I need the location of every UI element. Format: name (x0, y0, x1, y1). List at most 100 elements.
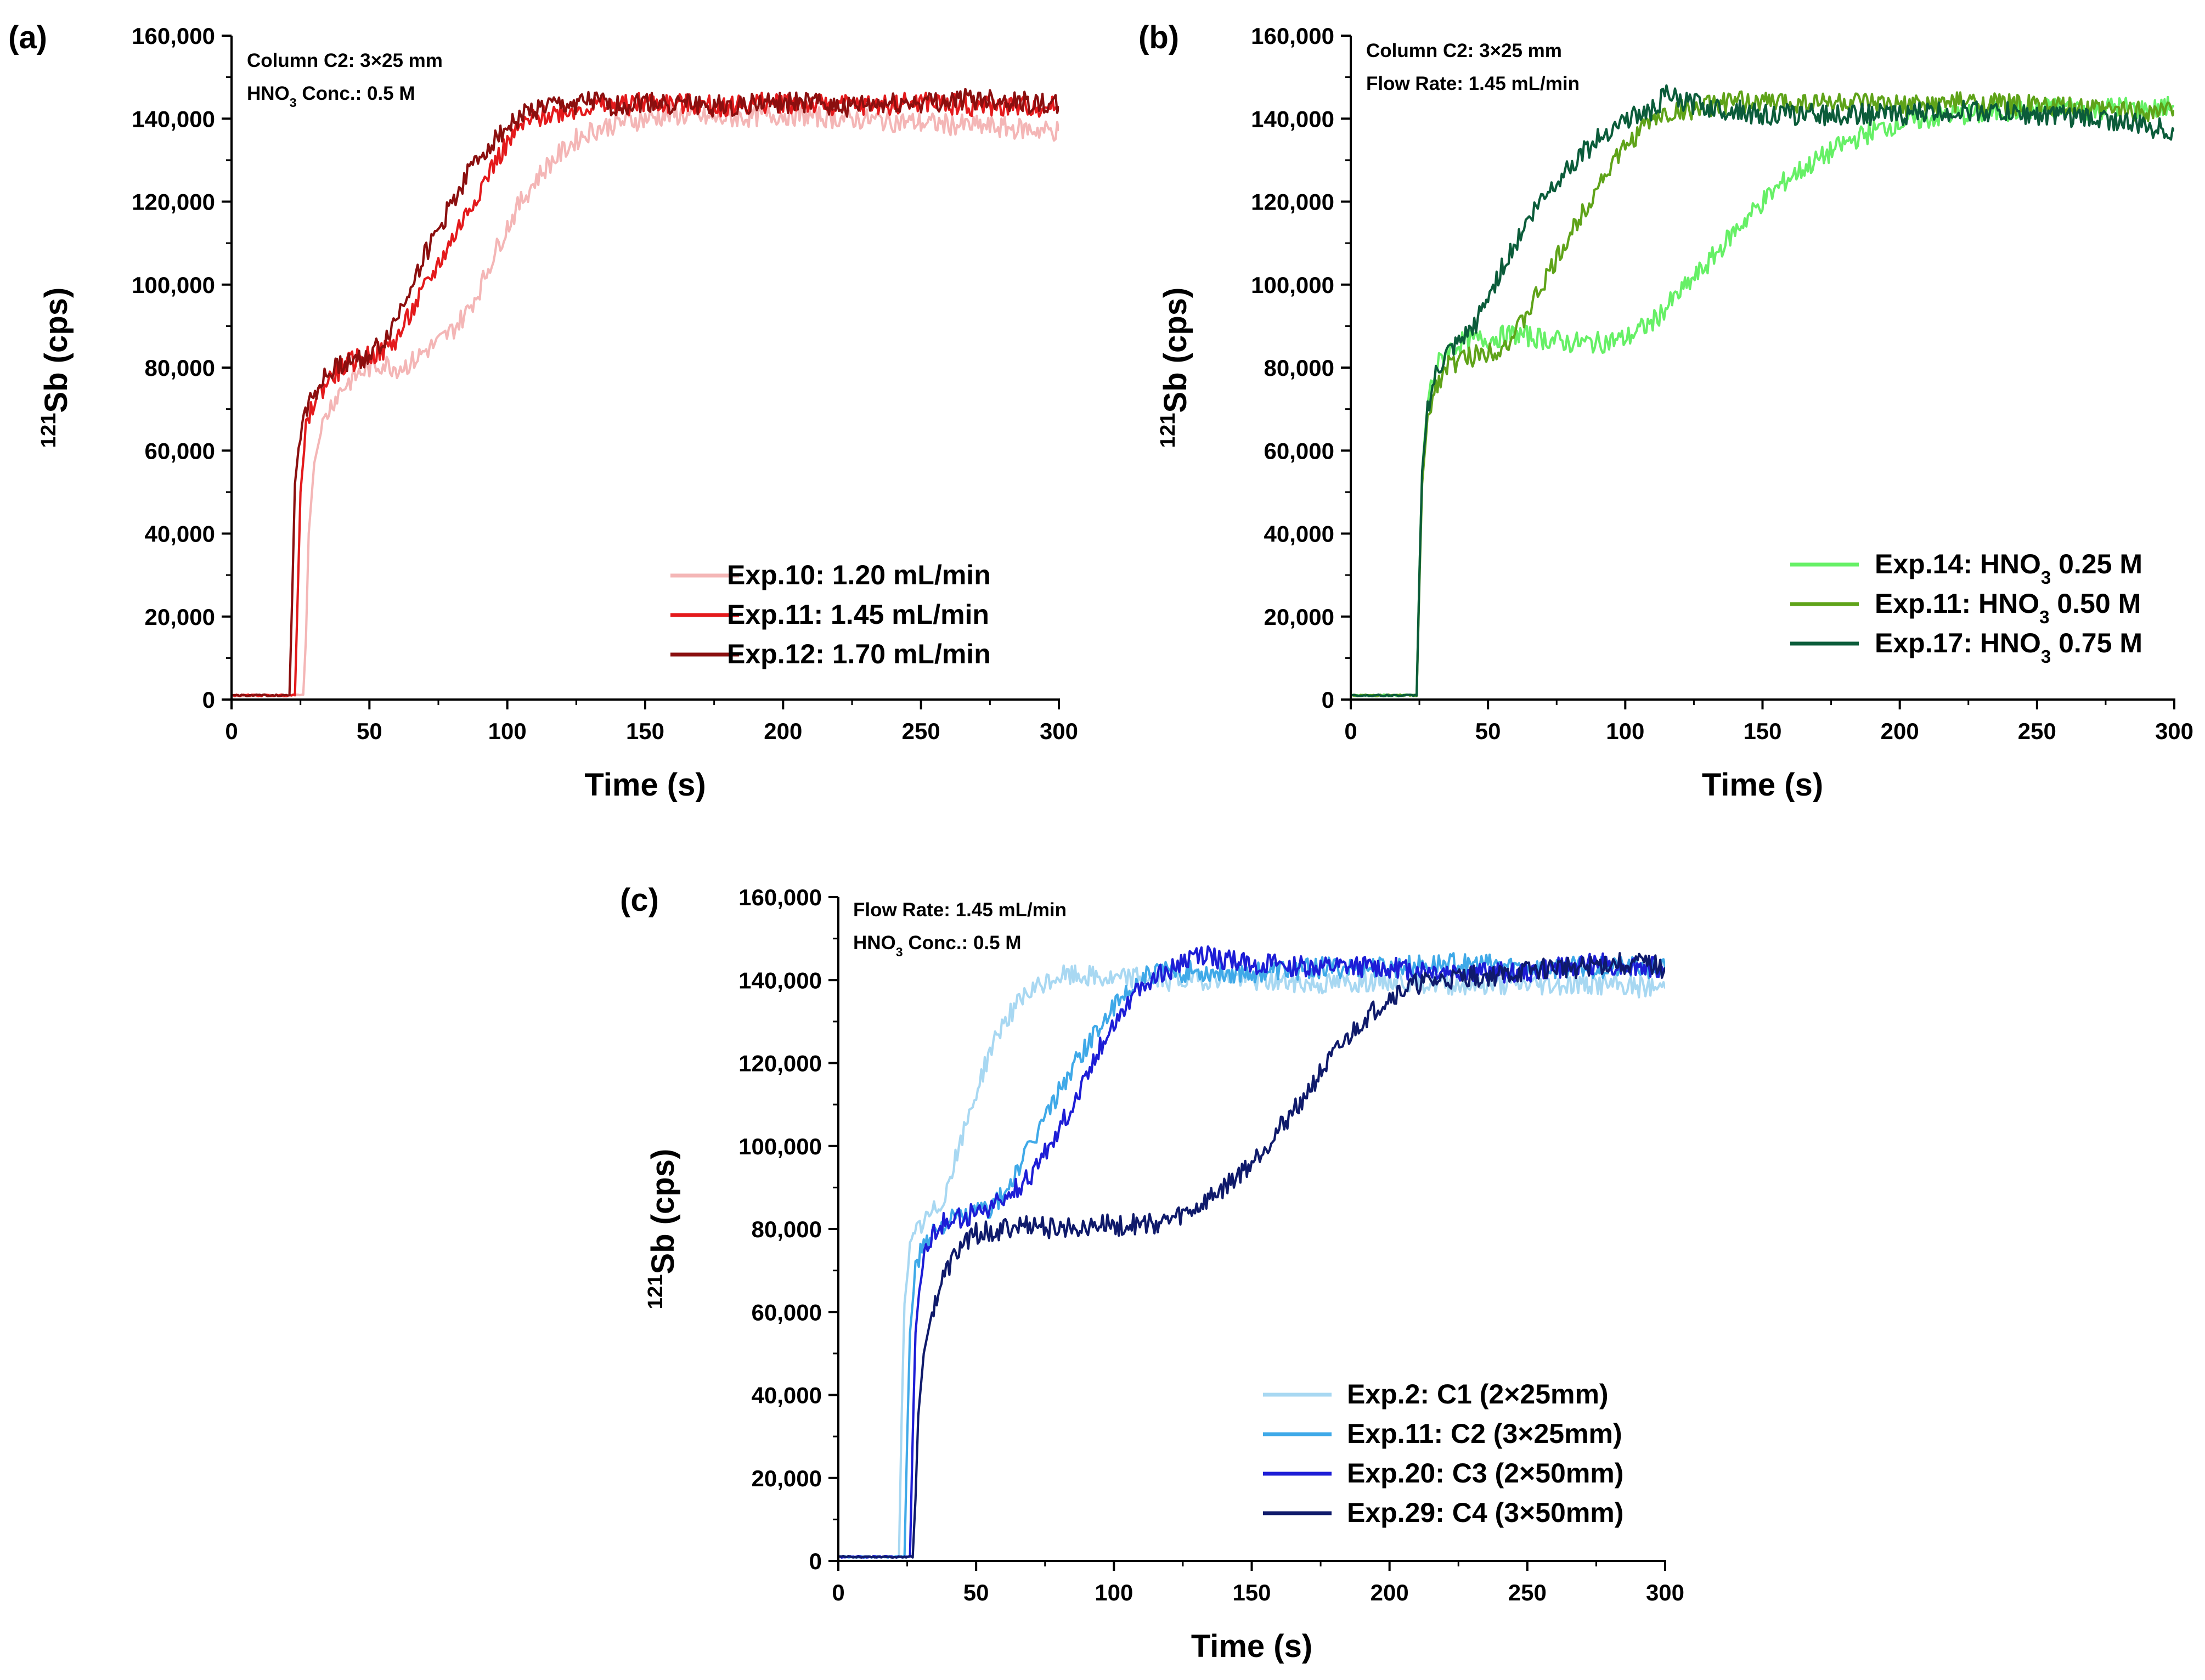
y-tick-label: 60,000 (752, 1299, 822, 1325)
condition-annotation: Column C2: 3×25 mm (1366, 40, 1562, 61)
legend-label-part: Exp.14: HNO (1875, 549, 2041, 579)
series-line-3 (1351, 84, 2174, 698)
y-tick-label: 0 (809, 1548, 822, 1574)
y-tick-label: 160,000 (738, 884, 822, 910)
y-tick-label: 0 (202, 687, 215, 713)
x-tick-label: 0 (1344, 718, 1357, 744)
legend-label-part: 0.75 M (2051, 628, 2142, 658)
x-tick-label: 200 (1371, 1580, 1409, 1605)
y-tick-label: 100,000 (738, 1134, 822, 1159)
y-tick-label: 120,000 (132, 189, 215, 215)
panel-tag: (b) (1138, 20, 1179, 55)
legend-label-part: 3 (2041, 567, 2051, 588)
condition-annotation-part: Flow Rate: 1.45 mL/min (1366, 73, 1580, 94)
condition-annotation-part: HNO (247, 83, 290, 104)
x-tick-label: 300 (2155, 718, 2193, 744)
y-tick-label: 120,000 (738, 1051, 822, 1076)
y-tick-label: 120,000 (1251, 189, 1334, 215)
y-axis-title-part: 121 (644, 1274, 667, 1309)
y-axis-title-part: Sb (cps) (645, 1149, 681, 1275)
y-tick-label: 40,000 (1264, 521, 1334, 547)
condition-annotation-part: Flow Rate: 1.45 mL/min (853, 899, 1067, 921)
x-tick-label: 250 (1508, 1580, 1547, 1605)
x-tick-label: 300 (1646, 1580, 1684, 1605)
condition-annotation: Flow Rate: 1.45 mL/min (853, 899, 1067, 921)
y-tick-label: 40,000 (145, 521, 215, 547)
y-tick-label: 100,000 (132, 272, 215, 298)
condition-annotation-part: 3 (896, 945, 903, 959)
y-axis-title-part: 121 (37, 413, 60, 448)
series-group (232, 88, 1059, 698)
legend-label-part: 0.50 M (2049, 588, 2141, 619)
y-tick-label: 0 (1322, 687, 1334, 713)
series-group (1351, 84, 2174, 698)
x-tick-label: 250 (902, 718, 940, 744)
legend-label: Exp.29: C4 (3×50mm) (1347, 1497, 1623, 1528)
legend-label-part: 0.25 M (2051, 549, 2142, 579)
series-line-4 (838, 952, 1665, 1559)
condition-annotation: Flow Rate: 1.45 mL/min (1366, 73, 1580, 94)
x-tick-label: 0 (832, 1580, 844, 1605)
legend-label-part: Exp.11: HNO (1875, 588, 2039, 619)
legend-label-part: 3 (2041, 646, 2051, 667)
legend-label-part: Exp.20: C3 (2×50mm) (1347, 1458, 1623, 1489)
y-tick-label: 140,000 (132, 106, 215, 132)
series-line-3 (232, 88, 1059, 698)
y-tick-label: 80,000 (145, 355, 215, 381)
legend-label: Exp.2: C1 (2×25mm) (1347, 1379, 1609, 1410)
y-tick-label: 60,000 (1264, 438, 1334, 464)
condition-annotation-part: Conc.: 0.5 M (297, 83, 415, 104)
y-tick-label: 160,000 (1251, 23, 1334, 49)
condition-annotation-part: Conc.: 0.5 M (903, 932, 1022, 954)
legend-label-part: Exp.11: C2 (3×25mm) (1347, 1418, 1622, 1449)
legend-label: Exp.17: HNO3 0.75 M (1875, 628, 2142, 667)
y-tick-label: 60,000 (145, 438, 215, 464)
legend-label-part: 3 (2039, 607, 2049, 627)
legend-label-part: Exp.10: 1.20 mL/min (727, 560, 991, 590)
series-group (838, 945, 1665, 1559)
x-tick-label: 50 (357, 718, 382, 744)
y-axis-title-part: 121 (1156, 413, 1180, 448)
condition-annotation-part: Column C2: 3×25 mm (247, 50, 443, 71)
panel-b: (b) 0 50 100 150 200 250 300 0 20,000 40,000 60,000… (1138, 20, 2193, 803)
legend-label-part: Exp.2: C1 (2×25mm) (1347, 1379, 1609, 1410)
legend-label: Exp.10: 1.20 mL/min (727, 560, 991, 590)
x-axis-title: Time (s) (584, 767, 706, 803)
x-tick-label: 150 (1743, 718, 1781, 744)
legend-label: Exp.20: C3 (2×50mm) (1347, 1458, 1623, 1489)
x-tick-label: 150 (626, 718, 664, 744)
y-axis-title: 121Sb (cps) (1156, 287, 1194, 448)
panel-c: (c) 0 50 100 150 200 250 300 0 20,000 40,000 60,000… (620, 882, 1684, 1664)
legend-label-part: Exp.11: 1.45 mL/min (727, 599, 989, 630)
x-tick-label: 50 (963, 1580, 989, 1605)
x-tick-label: 250 (2018, 718, 2056, 744)
legend: Exp.10: 1.20 mL/min Exp.11: 1.45 mL/min Ex… (670, 560, 991, 669)
y-tick-label: 160,000 (132, 23, 215, 49)
legend-label-part: Exp.12: 1.70 mL/min (727, 639, 991, 669)
y-axis-title-part: Sb (cps) (38, 287, 74, 413)
condition-annotation-part: 3 (290, 95, 297, 110)
x-tick-label: 300 (1040, 718, 1078, 744)
series-line-3 (838, 945, 1665, 1559)
panel-a: (a) 0 50 100 150 200 250 300 0 20,000 40,000 60,000… (8, 20, 1078, 803)
x-tick-label: 150 (1232, 1580, 1271, 1605)
condition-annotation-part: HNO (853, 932, 896, 954)
y-tick-label: 80,000 (752, 1216, 822, 1242)
x-tick-label: 200 (1881, 718, 1919, 744)
y-tick-label: 20,000 (1264, 604, 1334, 630)
x-tick-label: 200 (764, 718, 802, 744)
legend-label: Exp.12: 1.70 mL/min (727, 639, 991, 669)
condition-annotation: Column C2: 3×25 mm (247, 50, 443, 71)
legend-label: Exp.11: C2 (3×25mm) (1347, 1418, 1622, 1449)
y-tick-label: 80,000 (1264, 355, 1334, 381)
legend-label: Exp.11: HNO3 0.50 M (1875, 588, 2141, 627)
x-tick-label: 100 (488, 718, 527, 744)
legend-label: Exp.11: 1.45 mL/min (727, 599, 989, 630)
y-tick-label: 20,000 (752, 1465, 822, 1491)
series-line-2 (1351, 90, 2174, 698)
legend: Exp.2: C1 (2×25mm) Exp.11: C2 (3×25mm) Exp… (1263, 1379, 1623, 1528)
y-tick-label: 20,000 (145, 604, 215, 630)
x-axis-title: Time (s) (1702, 767, 1823, 803)
